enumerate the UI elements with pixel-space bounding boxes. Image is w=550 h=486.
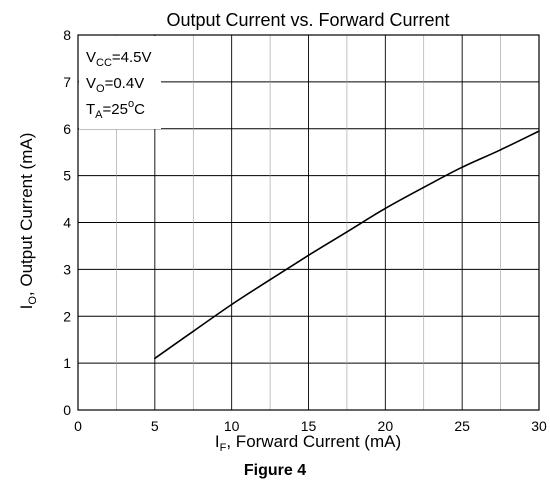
chart-title: Output Current vs. Forward Current	[166, 10, 449, 30]
y-tick-label: 5	[63, 168, 71, 184]
x-tick-label: 20	[378, 418, 394, 434]
x-tick-label: 30	[531, 418, 547, 434]
x-axis-label: IF, Forward Current (mA)	[215, 432, 401, 454]
x-tick-label: 25	[454, 418, 470, 434]
data-point	[269, 278, 271, 281]
y-tick-label: 7	[63, 74, 71, 90]
y-tick-label: 0	[63, 402, 71, 418]
data-point	[346, 231, 348, 233]
y-tick-label: 4	[63, 215, 71, 231]
y-tick-label: 2	[63, 308, 71, 324]
x-tick-labels: 0 5 10 15 20 25 30	[74, 418, 547, 434]
x-tick-label: 15	[301, 418, 317, 434]
data-point	[461, 166, 463, 168]
data-point	[307, 254, 310, 257]
y-tick-label: 8	[63, 27, 71, 43]
data-point	[384, 207, 387, 210]
figure-caption: Figure 4	[243, 462, 307, 479]
y-tick-label: 6	[63, 121, 71, 137]
annotation-box	[79, 36, 161, 129]
data-point	[422, 186, 425, 189]
x-tick-label: 0	[74, 418, 82, 434]
data-point	[192, 330, 195, 333]
annotation-vcc: VCC=4.5V	[86, 49, 152, 69]
data-point	[154, 357, 156, 360]
data-point	[499, 149, 502, 151]
x-tick-label: 10	[224, 418, 240, 434]
annotation-ta: TA=25oC	[86, 98, 145, 121]
chart: 0 1 2 3 4 5 6 7 8 0 5 10 15 20 25 30 Output Current vs…	[17, 10, 547, 454]
data-point	[230, 303, 233, 306]
y-tick-label: 3	[63, 261, 71, 277]
y-tick-labels: 0 1 2 3 4 5 6 7 8	[63, 27, 71, 418]
x-tick-label: 5	[151, 418, 159, 434]
plot-frame	[77, 34, 540, 411]
data-point	[538, 130, 540, 132]
annotation-vo: VO=0.4V	[86, 75, 144, 95]
y-tick-label: 1	[63, 355, 71, 371]
y-axis-label: IO, Output Current (mA)	[17, 133, 39, 310]
series-points	[154, 130, 540, 360]
